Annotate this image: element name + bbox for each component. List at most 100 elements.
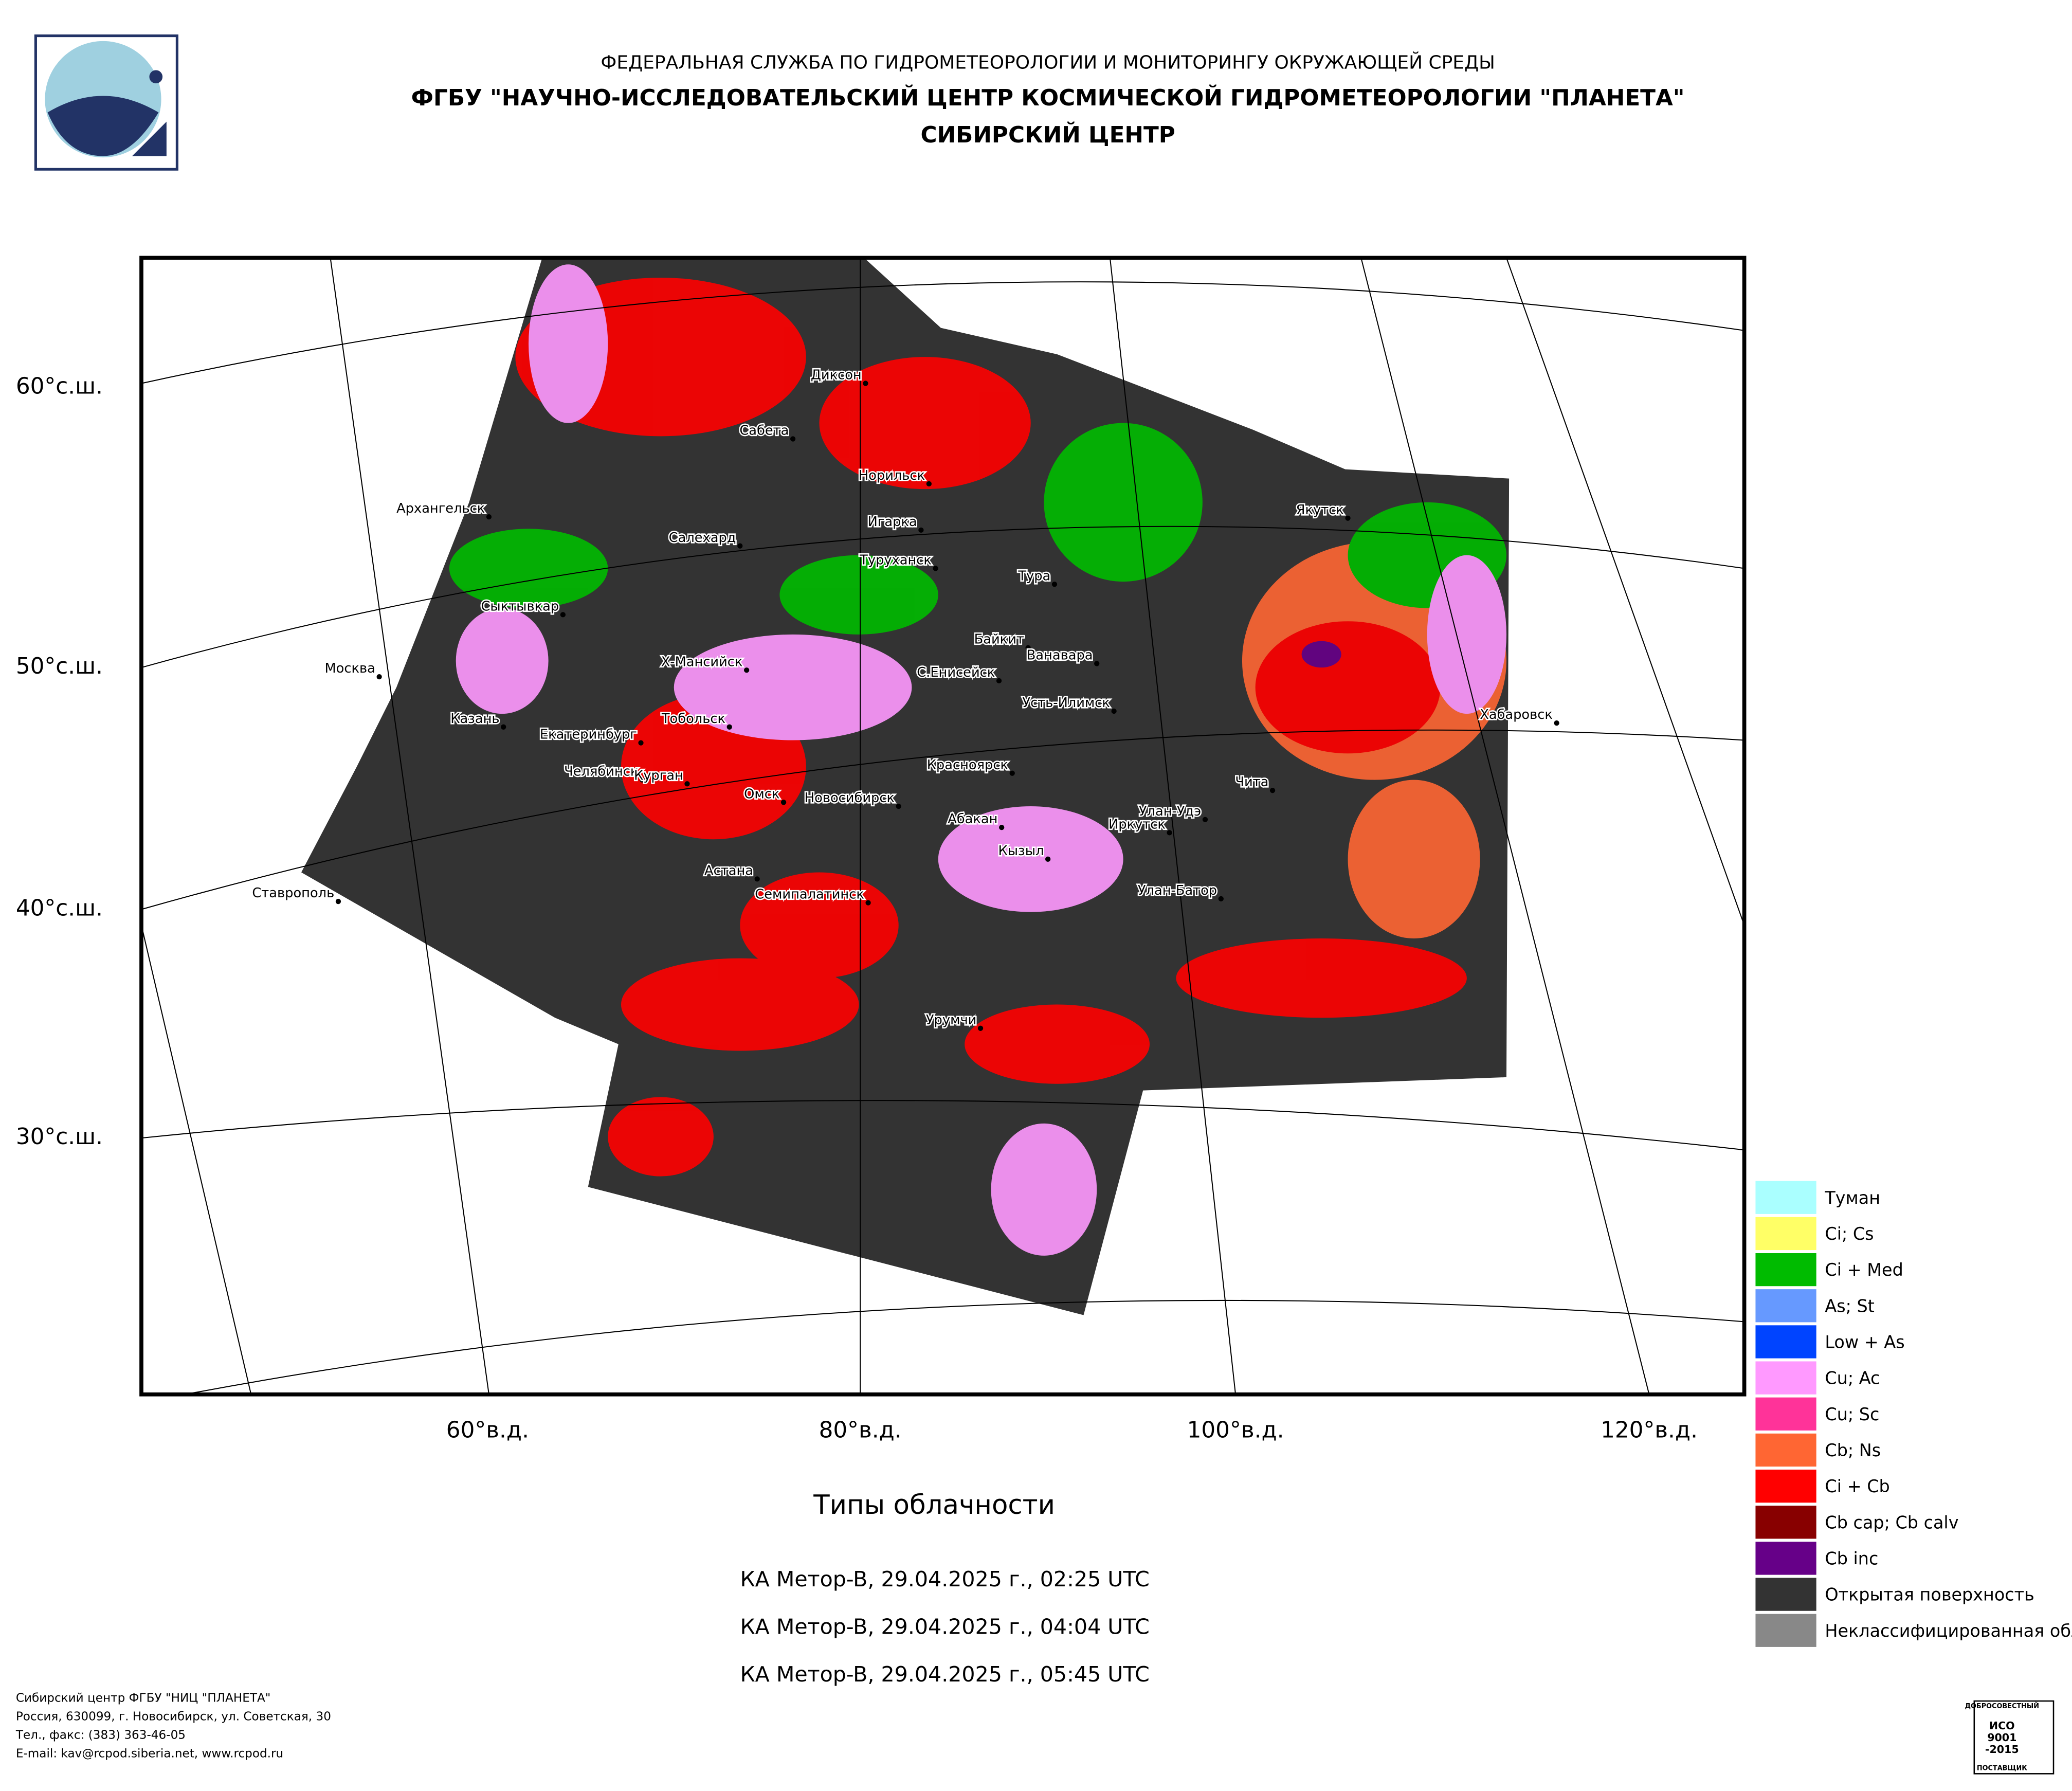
city-label: Туруханск (859, 552, 932, 568)
logo (34, 34, 178, 171)
city-label: Абакан (948, 811, 997, 827)
city-label: Москва (325, 661, 375, 676)
badge-text: 9001 (1987, 1731, 2016, 1744)
city-dot (790, 436, 796, 442)
city-label: Байкит (974, 632, 1024, 647)
city-dot (1111, 708, 1117, 714)
city-dot (1345, 515, 1351, 521)
city-dot (486, 514, 492, 520)
footer-line: Тел., факс: (383) 363-46-05 (15, 1728, 186, 1742)
city-label: Курган (634, 768, 683, 783)
city-dot (376, 674, 382, 680)
legend-swatch (1754, 1468, 1818, 1504)
header-line: СИБИРСКИЙ ЦЕНТР (920, 121, 1175, 148)
city-dot (865, 900, 871, 906)
city-dot (1554, 720, 1559, 726)
footer-line: E-mail: kav@rcpod.siberia.net, www.rcpod… (16, 1747, 283, 1760)
city-dot (1025, 645, 1031, 650)
city-dot (737, 543, 743, 549)
city-label: Х-Мансийск (661, 654, 743, 670)
legend-label: Cb cap; Cb calv (1825, 1512, 1958, 1532)
city-label: Иркутск (1108, 817, 1166, 832)
city-dot (933, 566, 938, 571)
legend-swatch (1754, 1432, 1818, 1468)
city-dot (977, 1025, 984, 1031)
legend-swatch (1754, 1396, 1818, 1432)
city-dot (918, 527, 924, 533)
map (141, 258, 1744, 1395)
city-dot (999, 824, 1005, 830)
legend-swatch (1754, 1360, 1818, 1396)
footer-line: Россия, 630099, г. Новосибирск, ул. Сове… (16, 1710, 331, 1723)
legend-swatch (1754, 1288, 1818, 1324)
legend-label: Неклассифицированная облачность (1825, 1621, 2072, 1641)
badge-text: ПОСТАВЩИК (1977, 1765, 2027, 1772)
city-label: Урумчи (926, 1012, 976, 1028)
legend-swatch (1754, 1252, 1818, 1288)
city-label: Семипалатинск (755, 887, 864, 902)
lat-label: 30°с.ш. (16, 1124, 103, 1150)
city-label: Астана (704, 863, 753, 878)
legend-label: Ci + Cb (1825, 1476, 1889, 1496)
legend: Туман Ci; Cs Ci + Med As; St Low + As Cu; Ac C… (1754, 1180, 2072, 1649)
city-label: Сабета (739, 423, 789, 439)
city-dot (896, 803, 901, 809)
city-dot (863, 381, 868, 386)
badge-text: ДОБРОСОВЕСТНЫЙ (1965, 1702, 2039, 1710)
legend-label: Открытая поверхность (1825, 1585, 2034, 1605)
legend-label: Ci + Med (1825, 1260, 1903, 1280)
city-label: Улан-Удэ (1139, 804, 1201, 819)
city-dot (1094, 661, 1100, 666)
city-dot (1045, 856, 1051, 862)
legend-label: Туман (1824, 1188, 1880, 1208)
city-dot (1202, 817, 1208, 822)
map-frame (139, 256, 1747, 1397)
legend-swatch (1754, 1504, 1818, 1540)
city-dot (335, 898, 341, 904)
city-label: Норильск (859, 468, 925, 483)
city-dot (639, 777, 645, 783)
city-label: Салехард (669, 530, 736, 546)
legend-label: Ci; Cs (1825, 1224, 1874, 1244)
city-label: Екатеринбург (540, 727, 637, 743)
legend-swatch (1754, 1576, 1818, 1613)
lat-label: 50°с.ш. (16, 653, 103, 679)
city-dot (1051, 582, 1058, 587)
legend-label: As; St (1825, 1296, 1874, 1316)
pass-line: КА Meтop-B, 29.04.2025 г., 05:45 UTC (740, 1662, 1149, 1687)
legend-label: Low + As (1825, 1332, 1904, 1352)
lat-label: 40°с.ш. (16, 895, 103, 921)
city-label: Игарка (868, 514, 917, 530)
pass-line: КА Meтop-B, 29.04.2025 г., 02:25 UTC (740, 1567, 1149, 1591)
footer-line: Сибирский центр ФГБУ "НИЦ "ПЛАНЕТА" (16, 1691, 271, 1705)
city-dot (926, 481, 932, 487)
city-label: Ставрополь (252, 885, 334, 901)
city-label: Архангельск (396, 501, 485, 516)
city-dot (1009, 770, 1015, 776)
city-dot (1218, 896, 1224, 902)
lon-label: 80°в.д. (819, 1417, 902, 1443)
city-dot (560, 612, 566, 618)
city-dot (996, 678, 1002, 683)
legend-swatch (1754, 1540, 1818, 1577)
legend-label: Cu; Ac (1825, 1368, 1880, 1388)
city-dot (1167, 830, 1172, 836)
city-dot (754, 876, 760, 882)
city-label: Усть-Илимск (1022, 695, 1110, 711)
city-label: Кызыл (998, 843, 1044, 859)
city-label: Тобольск (661, 711, 725, 727)
header-line: ФГБУ "НАУЧНО-ИССЛЕДОВАТЕЛЬСКИЙ ЦЕНТР КОС… (411, 84, 1685, 111)
city-label: Омск (744, 786, 779, 802)
badge-text: -2015 (1985, 1743, 2019, 1756)
city-label: Сыктывкар (481, 599, 559, 614)
city-label: Хабаровск (1480, 707, 1553, 722)
city-label: Ванавара (1027, 648, 1093, 663)
map-title: Типы облачности (813, 1490, 1055, 1521)
city-label: Якутск (1296, 502, 1344, 518)
badge-text: ИСО (1989, 1720, 2015, 1732)
city-dot (684, 781, 690, 787)
city-dot (726, 724, 732, 730)
lon-label: 100°в.д. (1187, 1417, 1284, 1443)
city-label: Красноярск (927, 757, 1008, 773)
